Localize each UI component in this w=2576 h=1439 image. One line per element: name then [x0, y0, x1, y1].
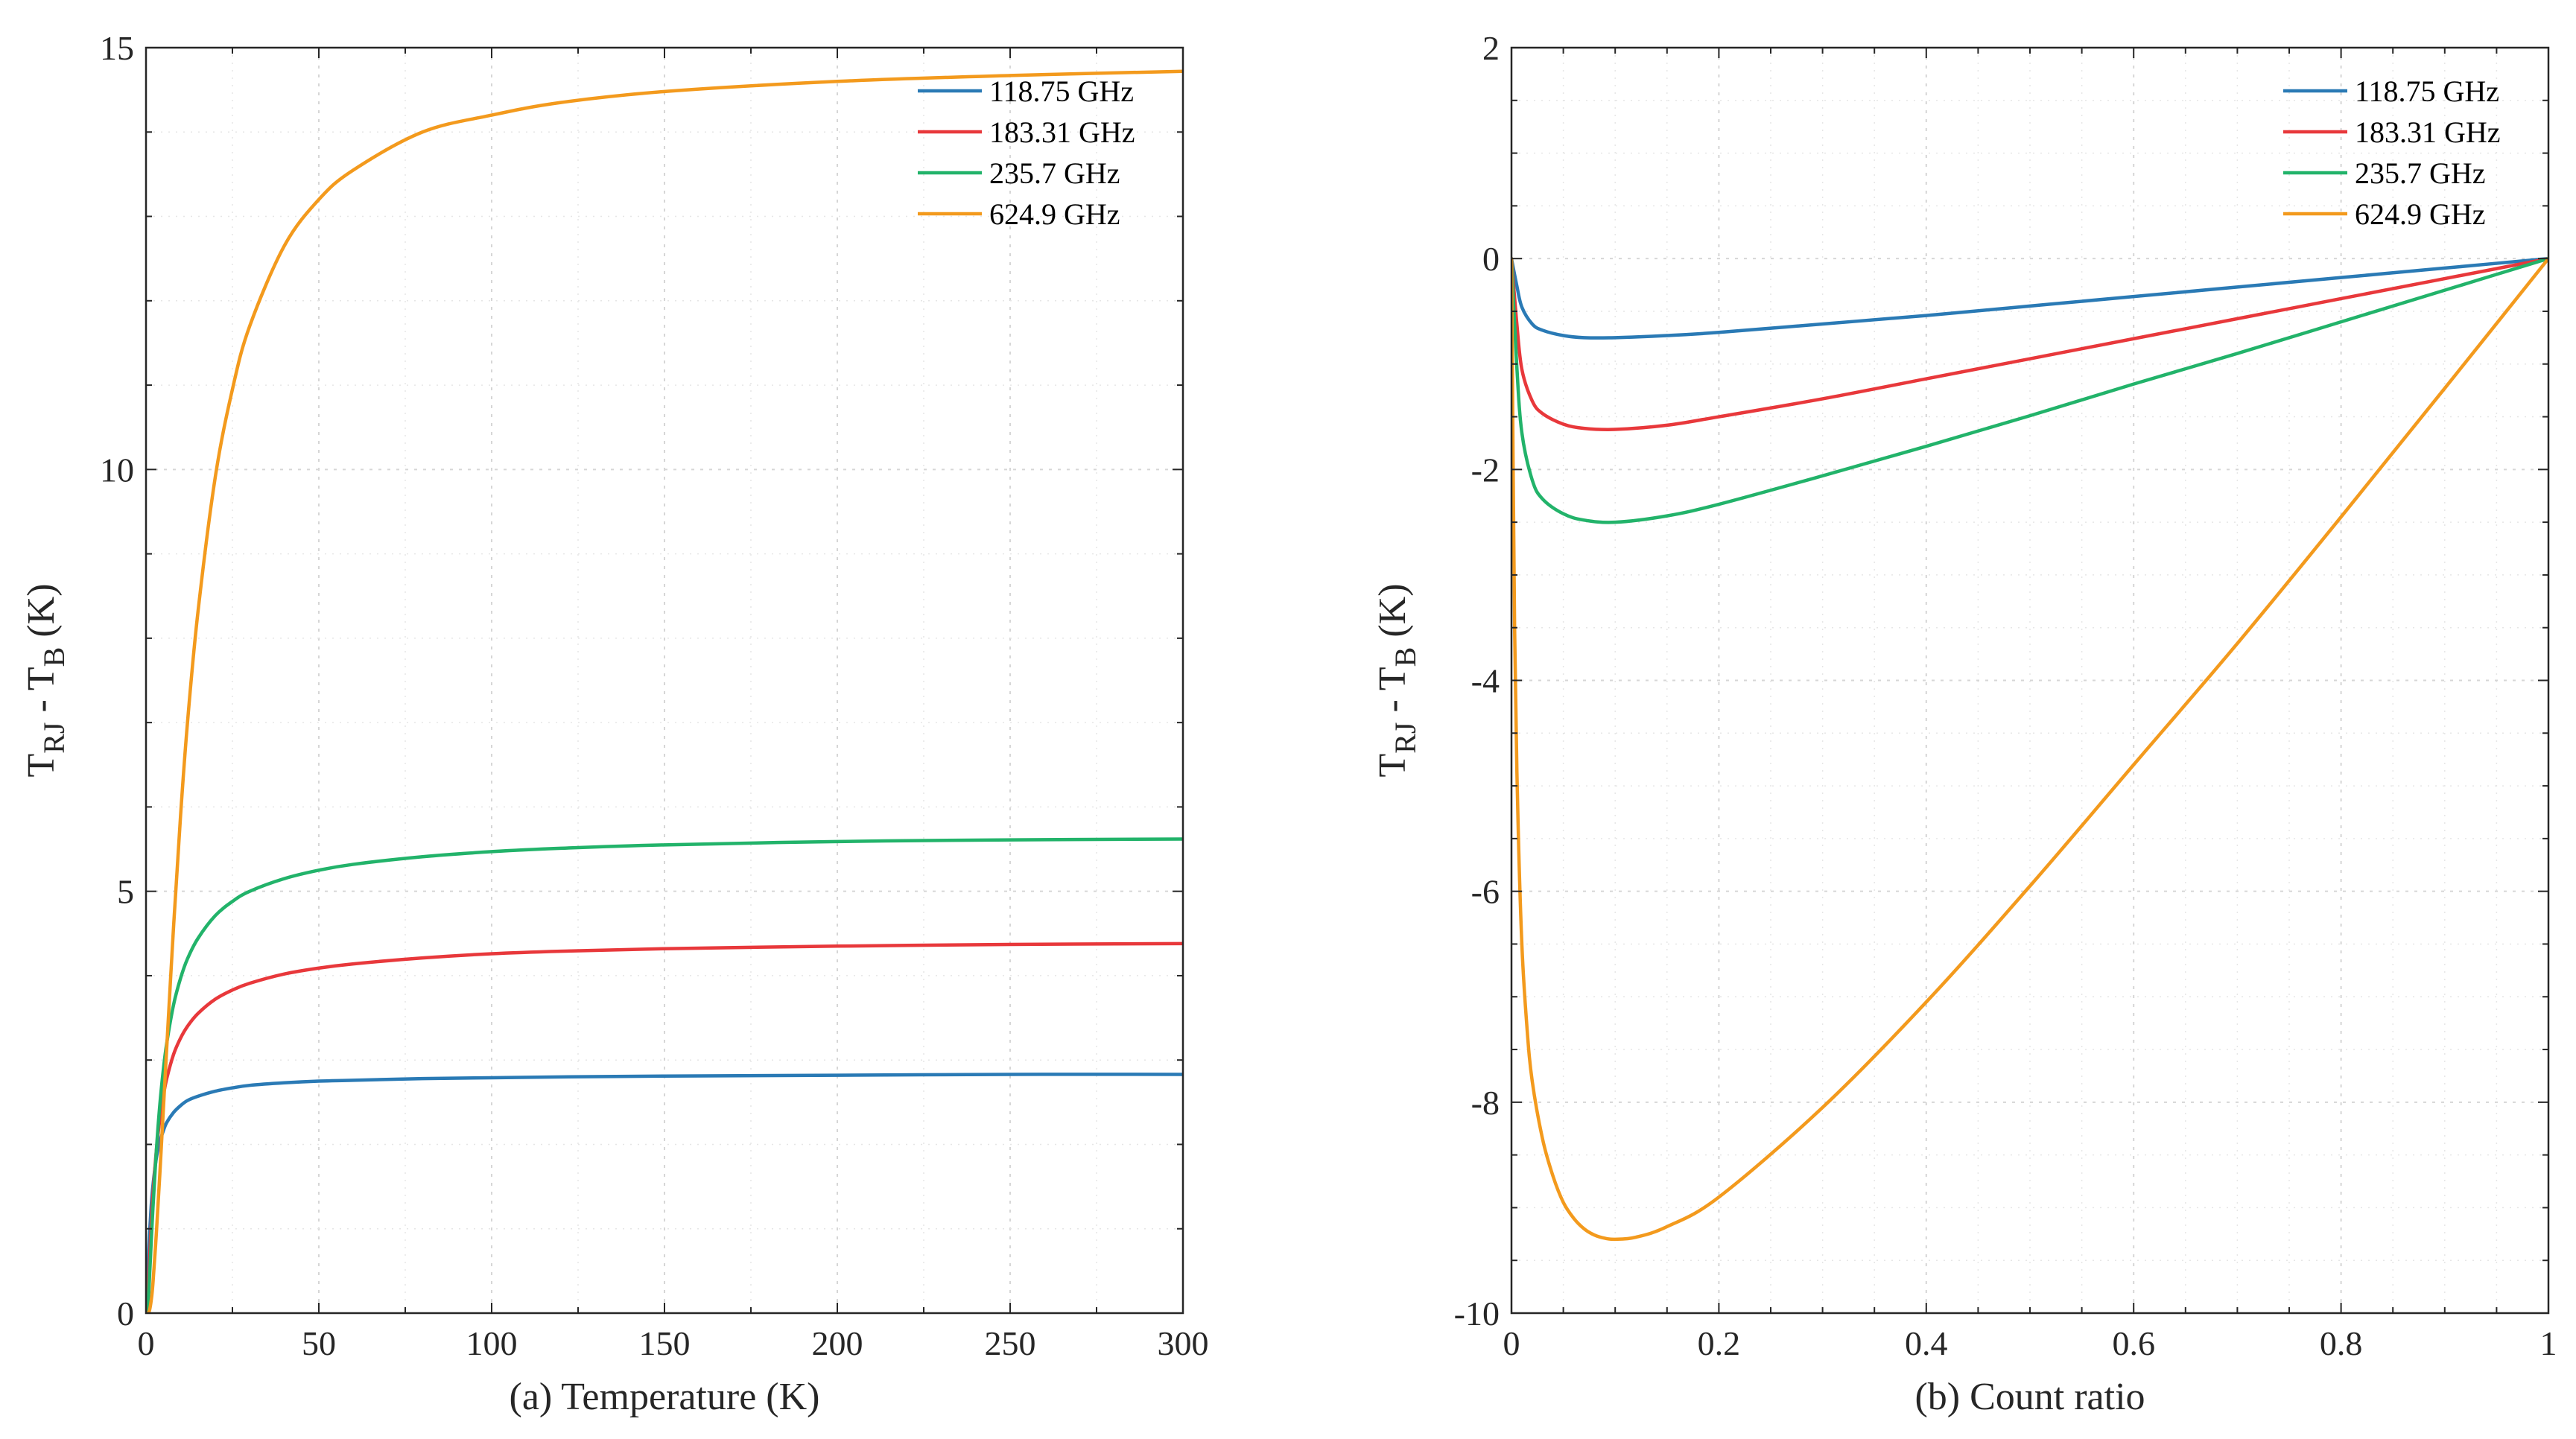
legend-item: 118.75 GHz	[2283, 74, 2499, 108]
legend: 118.75 GHz 183.31 GHz 235.7 GHz 624.9 GHz	[2283, 74, 2501, 231]
legend-item: 624.9 GHz	[918, 197, 1120, 231]
x-tick-label: 0	[1503, 1324, 1520, 1362]
chart-count-ratio: 0 0.2 0.4 0.6 0.8 1 -10 -8 -6 -4 -2 0 2 (b) Count rat…	[1371, 29, 2557, 1418]
legend-item: 624.9 GHz	[2283, 197, 2486, 231]
y-tick-label: -6	[1471, 873, 1500, 911]
x-tick-label: 0.4	[1905, 1324, 1948, 1362]
legend-item: 183.31 GHz	[2283, 115, 2501, 149]
x-axis-label: (a) Temperature (K)	[510, 1376, 820, 1418]
y-tick-label: -8	[1471, 1084, 1500, 1122]
series-line-118-75-ghz	[1511, 256, 2548, 340]
x-tick-label: 300	[1158, 1324, 1209, 1362]
x-tick-label: 0	[138, 1324, 155, 1362]
grid	[145, 47, 1184, 1314]
grid	[1511, 47, 2549, 1314]
y-axis-label-part: - T	[1371, 667, 1414, 722]
y-axis-label-subscript: B	[37, 647, 71, 667]
series-line-624-9-ghz	[146, 69, 1183, 1313]
y-axis-label-subscript: RJ	[37, 722, 71, 754]
legend-item: 235.7 GHz	[918, 156, 1120, 190]
legend-label: 235.7 GHz	[2355, 156, 2486, 190]
y-tick-label: 5	[117, 873, 134, 911]
legend-item: 118.75 GHz	[918, 74, 1134, 108]
legend-label: 183.31 GHz	[989, 115, 1135, 149]
x-tick-label: 100	[466, 1324, 518, 1362]
ticks: 0 0.2 0.4 0.6 0.8 1 -10 -8 -6 -4 -2 0 2	[1454, 29, 2557, 1362]
legend-item: 183.31 GHz	[918, 115, 1135, 149]
y-axis-label: TRJ - TB (K)	[20, 583, 71, 777]
legend-label: 624.9 GHz	[2355, 197, 2486, 231]
y-axis-label-part: (K)	[1371, 583, 1414, 647]
y-axis-label-subscript: RJ	[1389, 722, 1422, 754]
legend: 118.75 GHz 183.31 GHz 235.7 GHz 624.9 GHz	[918, 74, 1135, 231]
legend-label: 118.75 GHz	[989, 74, 1134, 108]
legend-item: 235.7 GHz	[2283, 156, 2486, 190]
y-tick-label: -4	[1471, 662, 1500, 700]
x-tick-label: 50	[302, 1324, 336, 1362]
ticks: 0 50 100 150 200 250 300 0 5 10 15	[100, 29, 1209, 1362]
y-tick-label: -2	[1471, 451, 1500, 489]
y-axis-label-part: - T	[20, 667, 63, 722]
series-line-235-7-ghz	[1511, 256, 2548, 524]
x-tick-label: 250	[985, 1324, 1036, 1362]
y-tick-label: 0	[1482, 240, 1500, 278]
y-axis-label-part: T	[1371, 754, 1414, 778]
y-tick-label: 15	[100, 29, 134, 67]
series-line-624-9-ghz	[1511, 256, 2548, 1242]
y-axis-label-part: (K)	[20, 583, 63, 647]
series-line-183-31-ghz	[1511, 256, 2548, 432]
chart-temperature: 0 50 100 150 200 250 300 0 5 10 15 (a) Temperature …	[20, 29, 1209, 1418]
legend-label: 183.31 GHz	[2355, 115, 2501, 149]
y-axis-label-subscript: B	[1389, 647, 1422, 667]
y-tick-label: 2	[1482, 29, 1500, 67]
y-tick-label: 10	[100, 451, 134, 489]
x-tick-label: 0.6	[2112, 1324, 2155, 1362]
y-axis-label-part: T	[20, 754, 63, 778]
y-tick-label: 0	[117, 1295, 134, 1332]
series-line-235-7-ghz	[146, 837, 1183, 1313]
x-tick-label: 1	[2540, 1324, 2557, 1362]
series-line-183-31-ghz	[146, 941, 1183, 1313]
x-tick-label: 0.8	[2320, 1324, 2363, 1362]
series-group	[146, 69, 1183, 1313]
x-tick-label: 200	[812, 1324, 863, 1362]
series-group	[1511, 256, 2548, 1242]
legend-label: 624.9 GHz	[989, 197, 1120, 231]
x-tick-label: 0.2	[1698, 1324, 1741, 1362]
y-tick-label: -10	[1454, 1295, 1500, 1332]
y-axis-label: TRJ - TB (K)	[1371, 583, 1422, 777]
x-axis-label: (b) Count ratio	[1914, 1376, 2145, 1418]
legend-label: 118.75 GHz	[2355, 74, 2499, 108]
x-tick-label: 150	[639, 1324, 691, 1362]
legend-label: 235.7 GHz	[989, 156, 1120, 190]
